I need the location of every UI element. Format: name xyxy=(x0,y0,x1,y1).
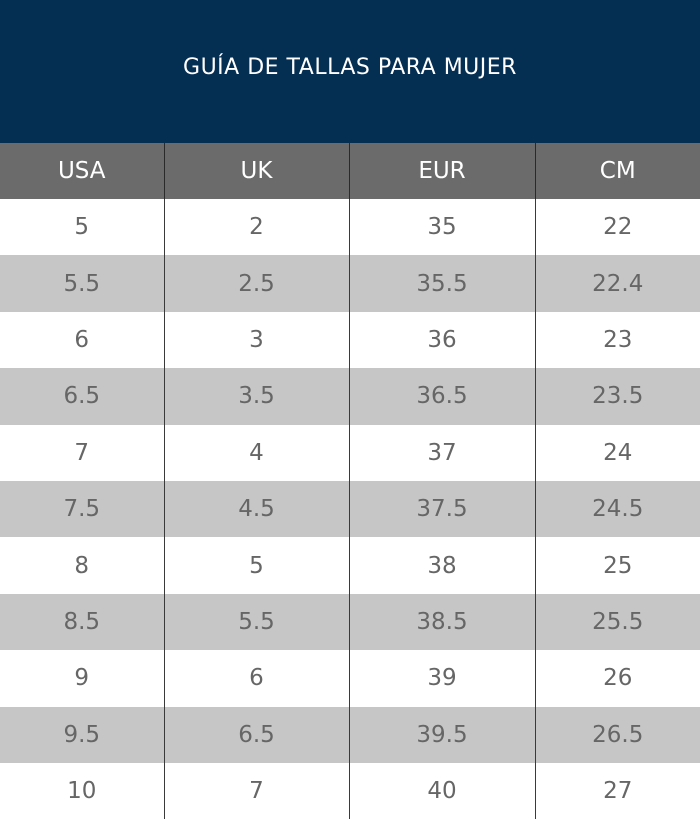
title-banner: GUÍA DE TALLAS PARA MUJER xyxy=(0,0,700,143)
cell-usa: 9 xyxy=(0,650,164,707)
cell-eur: 37 xyxy=(348,424,535,481)
cell-usa: 7 xyxy=(0,424,164,481)
cell-cm: 26.5 xyxy=(534,706,700,763)
cell-usa: 10 xyxy=(0,762,164,819)
column-header-cm: CM xyxy=(534,143,700,199)
header-row: USA UK EUR CM xyxy=(0,143,700,199)
table-row: 8.5 5.5 38.5 25.5 xyxy=(0,593,700,651)
cell-eur: 37.5 xyxy=(348,480,535,538)
cell-uk: 7 xyxy=(163,762,349,819)
table-row: 10 7 40 27 xyxy=(0,762,700,819)
cell-eur: 36.5 xyxy=(348,368,535,425)
cell-uk: 3 xyxy=(163,311,349,369)
cell-uk: 4 xyxy=(163,424,349,481)
cell-eur: 39 xyxy=(348,650,535,707)
cell-uk: 6.5 xyxy=(163,706,349,763)
cell-usa: 7.5 xyxy=(0,480,164,538)
cell-uk: 6 xyxy=(163,650,349,707)
cell-usa: 5.5 xyxy=(0,255,164,312)
cell-eur: 35 xyxy=(348,199,535,256)
cell-cm: 22.4 xyxy=(534,255,700,312)
cell-usa: 8.5 xyxy=(0,593,164,651)
cell-usa: 6 xyxy=(0,311,164,369)
table-row: 7 4 37 24 xyxy=(0,424,700,481)
cell-usa: 8 xyxy=(0,537,164,594)
cell-cm: 23.5 xyxy=(534,368,700,425)
column-header-uk: UK xyxy=(163,143,349,199)
cell-uk: 2.5 xyxy=(163,255,349,312)
cell-eur: 38.5 xyxy=(348,593,535,651)
table-row: 8 5 38 25 xyxy=(0,537,700,594)
cell-uk: 5 xyxy=(163,537,349,594)
table-header: USA UK EUR CM xyxy=(0,143,700,199)
column-header-eur: EUR xyxy=(348,143,535,199)
table-row: 7.5 4.5 37.5 24.5 xyxy=(0,480,700,538)
cell-cm: 23 xyxy=(534,311,700,369)
table-row: 5 2 35 22 xyxy=(0,199,700,256)
table-row: 9.5 6.5 39.5 26.5 xyxy=(0,706,700,763)
cell-uk: 4.5 xyxy=(163,480,349,538)
cell-cm: 24.5 xyxy=(534,480,700,538)
cell-eur: 39.5 xyxy=(348,706,535,763)
cell-usa: 6.5 xyxy=(0,368,164,425)
cell-cm: 22 xyxy=(534,199,700,256)
cell-cm: 25 xyxy=(534,537,700,594)
column-header-usa: USA xyxy=(0,143,164,199)
size-chart-table: USA UK EUR CM 5 2 35 22 5.5 2.5 35.5 22.4 6 3 36 23… xyxy=(0,143,700,819)
cell-cm: 27 xyxy=(534,762,700,819)
table-row: 9 6 39 26 xyxy=(0,650,700,707)
cell-eur: 40 xyxy=(348,762,535,819)
cell-cm: 25.5 xyxy=(534,593,700,651)
cell-cm: 24 xyxy=(534,424,700,481)
table-body: 5 2 35 22 5.5 2.5 35.5 22.4 6 3 36 23 6.5 3.5 36.5 23.5… xyxy=(0,199,700,819)
table-row: 5.5 2.5 35.5 22.4 xyxy=(0,255,700,312)
cell-eur: 36 xyxy=(348,311,535,369)
cell-eur: 38 xyxy=(348,537,535,594)
table-row: 6.5 3.5 36.5 23.5 xyxy=(0,368,700,425)
cell-usa: 9.5 xyxy=(0,706,164,763)
cell-uk: 5.5 xyxy=(163,593,349,651)
cell-usa: 5 xyxy=(0,199,164,256)
cell-eur: 35.5 xyxy=(348,255,535,312)
table-row: 6 3 36 23 xyxy=(0,311,700,369)
page-title: GUÍA DE TALLAS PARA MUJER xyxy=(183,55,517,80)
cell-uk: 2 xyxy=(163,199,349,256)
cell-uk: 3.5 xyxy=(163,368,349,425)
cell-cm: 26 xyxy=(534,650,700,707)
